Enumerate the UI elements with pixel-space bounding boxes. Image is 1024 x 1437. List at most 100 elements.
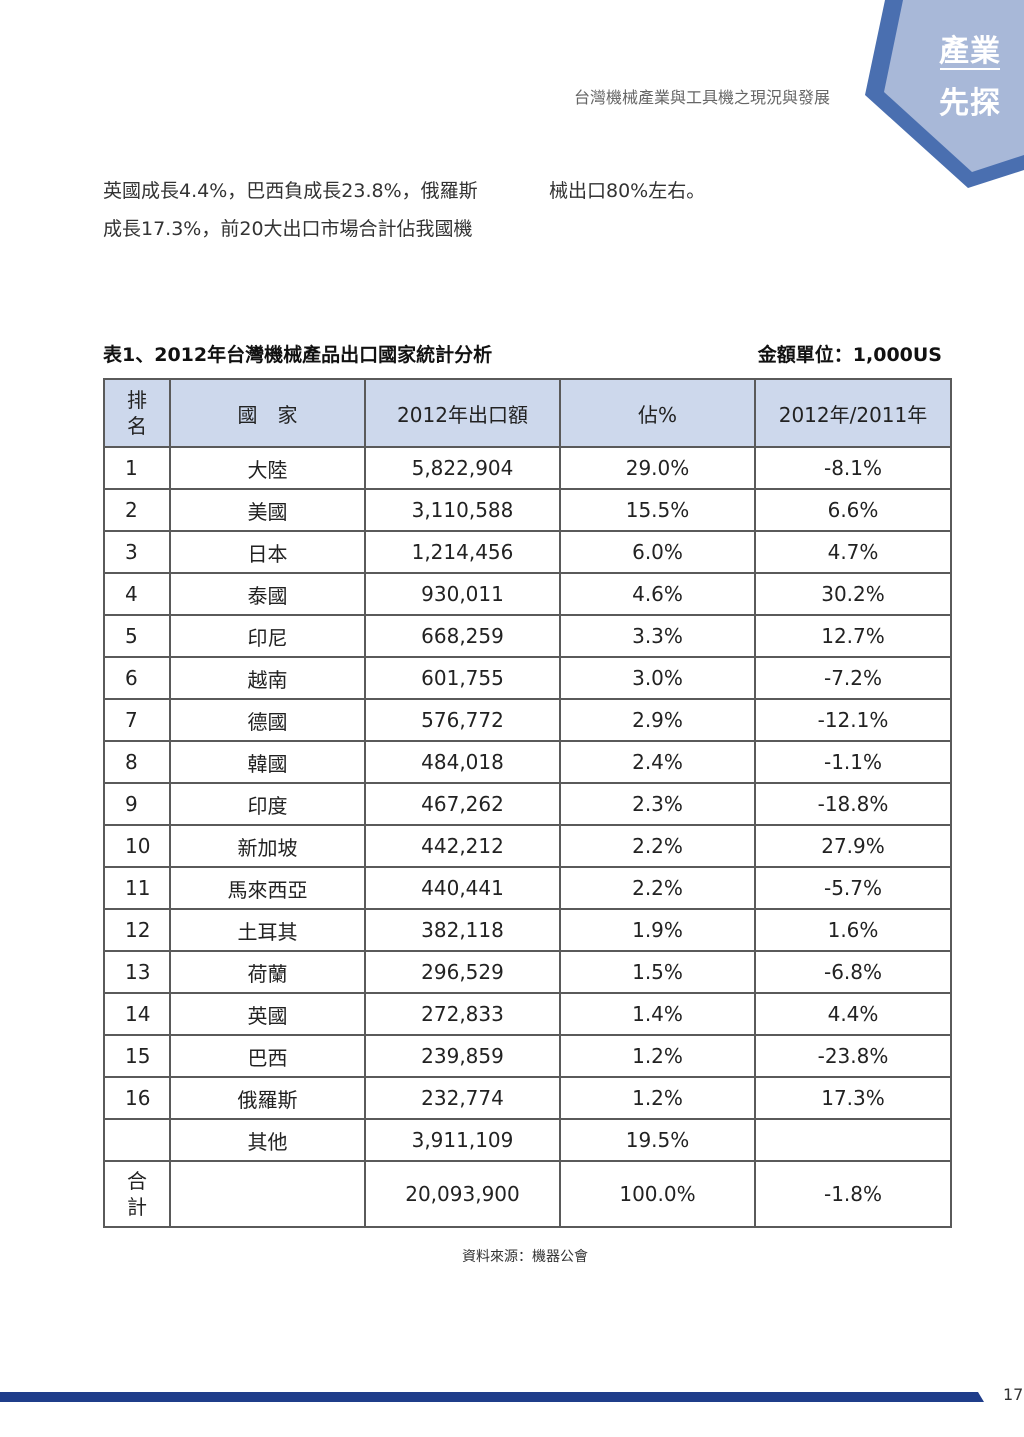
corner-tab-divider: [940, 68, 1000, 70]
cell-share: 15.5%: [559, 488, 756, 532]
header-export: 2012年出口額: [364, 378, 561, 448]
table-row: 10 新加坡 442,212 2.2% 27.9%: [103, 824, 952, 868]
cell-share: 2.4%: [559, 740, 756, 784]
cell-rank: 16: [103, 1076, 171, 1120]
corner-tab-line2: 先探: [939, 86, 1001, 121]
cell-export: 3,911,109: [364, 1118, 561, 1162]
cell-share: 2.2%: [559, 824, 756, 868]
cell-share: 2.2%: [559, 866, 756, 910]
cell-export: 1,214,456: [364, 530, 561, 574]
cell-share: 4.6%: [559, 572, 756, 616]
body-line: 英國成長4.4%，巴西負成長23.8%，俄羅斯: [103, 180, 478, 202]
table-row: 4 泰國 930,011 4.6% 30.2%: [103, 572, 952, 616]
cell-country: 韓國: [169, 740, 366, 784]
cell-country: 泰國: [169, 572, 366, 616]
table-row: 5 印尼 668,259 3.3% 12.7%: [103, 614, 952, 658]
table-unit: 金額單位：1,000US: [757, 344, 942, 366]
cell-export: 484,018: [364, 740, 561, 784]
cell-share: 2.9%: [559, 698, 756, 742]
cell-rank: 5: [103, 614, 171, 658]
body-line: 械出口80%左右。: [549, 180, 706, 202]
running-head: 台灣機械產業與工具機之現況與發展: [573, 88, 830, 107]
cell-export: 272,833: [364, 992, 561, 1036]
cell-country: 新加坡: [169, 824, 366, 868]
corner-tab-shape: [865, 0, 1024, 188]
cell-country: 俄羅斯: [169, 1076, 366, 1120]
cell-rank: 9: [103, 782, 171, 826]
cell-rank: 8: [103, 740, 171, 784]
cell-growth: 27.9%: [754, 824, 952, 868]
cell-share: 1.9%: [559, 908, 756, 952]
cell-country: 印尼: [169, 614, 366, 658]
header-share: 佔%: [559, 378, 756, 448]
table-row: 7 德國 576,772 2.9% -12.1%: [103, 698, 952, 742]
cell-growth: -23.8%: [754, 1034, 952, 1078]
table-row: 6 越南 601,755 3.0% -7.2%: [103, 656, 952, 700]
cell-export: 232,774: [364, 1076, 561, 1120]
cell-rank: 4: [103, 572, 171, 616]
cell-country: 德國: [169, 698, 366, 742]
cell-growth: [754, 1118, 952, 1162]
table-row: 其他 3,911,109 19.5%: [103, 1118, 952, 1162]
cell-country: 越南: [169, 656, 366, 700]
cell-export: 467,262: [364, 782, 561, 826]
table-header-row: 排名 國 家 2012年出口額 佔% 2012年/2011年: [103, 378, 952, 448]
cell-total-label: 合計: [103, 1160, 171, 1228]
table-row: 3 日本 1,214,456 6.0% 4.7%: [103, 530, 952, 574]
corner-tab-line1: 產業: [939, 34, 1001, 69]
table-total-row: 合計 20,093,900 100.0% -1.8%: [103, 1160, 952, 1228]
cell-country: 日本: [169, 530, 366, 574]
cell-growth: -7.2%: [754, 656, 952, 700]
cell-country: 其他: [169, 1118, 366, 1162]
cell-export: 5,822,904: [364, 446, 561, 490]
cell-rank: 1: [103, 446, 171, 490]
cell-total-export: 20,093,900: [364, 1160, 561, 1228]
cell-share: 1.5%: [559, 950, 756, 994]
page-number: 17: [1003, 1385, 1024, 1404]
cell-country: [169, 1160, 366, 1228]
cell-share: 3.3%: [559, 614, 756, 658]
body-column-right: 械出口80%左右。: [549, 172, 969, 210]
cell-share: 29.0%: [559, 446, 756, 490]
export-table: 排名 國 家 2012年出口額 佔% 2012年/2011年 1 大陸 5,82…: [103, 378, 952, 1228]
table-row: 9 印度 467,262 2.3% -18.8%: [103, 782, 952, 826]
cell-rank: 14: [103, 992, 171, 1036]
cell-total-share: 100.0%: [559, 1160, 756, 1228]
cell-export: 442,212: [364, 824, 561, 868]
table-row: 13 荷蘭 296,529 1.5% -6.8%: [103, 950, 952, 994]
cell-export: 239,859: [364, 1034, 561, 1078]
table-source: 資料來源：機器公會: [462, 1249, 588, 1265]
cell-growth: -18.8%: [754, 782, 952, 826]
cell-growth: -12.1%: [754, 698, 952, 742]
cell-growth: -6.8%: [754, 950, 952, 994]
cell-country: 英國: [169, 992, 366, 1036]
cell-export: 382,118: [364, 908, 561, 952]
cell-export: 440,441: [364, 866, 561, 910]
cell-rank: 10: [103, 824, 171, 868]
cell-export: 3,110,588: [364, 488, 561, 532]
cell-share: 1.2%: [559, 1076, 756, 1120]
cell-growth: -1.1%: [754, 740, 952, 784]
cell-rank: 12: [103, 908, 171, 952]
cell-share: 3.0%: [559, 656, 756, 700]
cell-share: 2.3%: [559, 782, 756, 826]
cell-share: 6.0%: [559, 530, 756, 574]
cell-country: 巴西: [169, 1034, 366, 1078]
header-country: 國 家: [169, 378, 366, 448]
cell-export: 930,011: [364, 572, 561, 616]
cell-export: 668,259: [364, 614, 561, 658]
cell-share: 1.4%: [559, 992, 756, 1036]
cell-growth: 1.6%: [754, 908, 952, 952]
table-row: 14 英國 272,833 1.4% 4.4%: [103, 992, 952, 1036]
cell-export: 296,529: [364, 950, 561, 994]
cell-rank: 13: [103, 950, 171, 994]
body-column-left: 英國成長4.4%，巴西負成長23.8%，俄羅斯 成長17.3%，前20大出口市場…: [103, 172, 523, 248]
header-rank: 排名: [103, 378, 171, 448]
cell-share: 1.2%: [559, 1034, 756, 1078]
cell-export: 601,755: [364, 656, 561, 700]
cell-country: 馬來西亞: [169, 866, 366, 910]
table-row: 8 韓國 484,018 2.4% -1.1%: [103, 740, 952, 784]
table-row: 12 土耳其 382,118 1.9% 1.6%: [103, 908, 952, 952]
header-growth: 2012年/2011年: [754, 378, 952, 448]
cell-growth: 30.2%: [754, 572, 952, 616]
